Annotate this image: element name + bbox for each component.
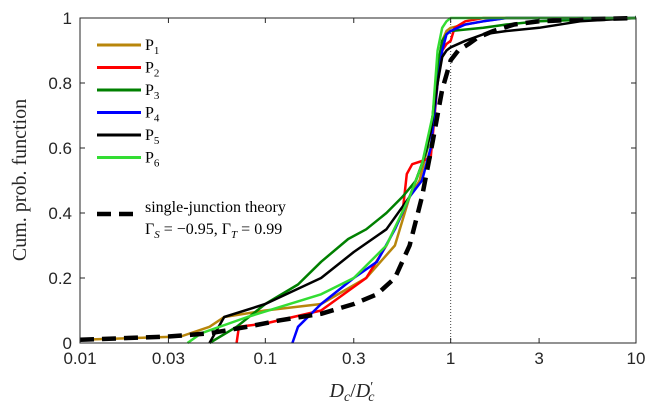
x-tick-label: 3: [534, 349, 543, 368]
y-tick-label: 0.4: [48, 204, 72, 223]
plot-frame: [79, 17, 637, 344]
x-axis-label: Dc/D′ c: [329, 380, 376, 405]
legend-label-p3: P3: [145, 82, 160, 102]
x-label-sub1: c: [344, 390, 351, 405]
x-label-prime: ′: [370, 380, 373, 395]
x-label-d1: D: [329, 380, 345, 402]
y-axis-label: Cum. prob. function: [9, 99, 31, 261]
x-tick-label: 0.1: [254, 349, 278, 368]
legend-label-theory: single-junction theory: [145, 199, 286, 216]
y-tick-label: 0: [63, 334, 72, 353]
x-label-sub2: c: [368, 390, 375, 405]
y-tick-label: 1: [63, 9, 72, 28]
x-tick-label: 0.03: [152, 349, 185, 368]
x-tick-label: 1: [446, 349, 455, 368]
x-tick-label: 0.01: [63, 349, 96, 368]
series-layer: [79, 15, 637, 345]
legend-label-p6: P6: [145, 150, 160, 170]
axes-layer: 0.01 0.03 0.1 0.3 1 3 10 0 0.2 0.4 0.6 0.8 1: [48, 9, 645, 368]
series-line-p1: [79, 16, 636, 342]
legend-label-p5: P5: [145, 127, 160, 147]
x-tick-label: 10: [627, 349, 646, 368]
series-line-p6: [186, 16, 636, 345]
y-tick-label: 0.2: [48, 269, 72, 288]
series-line-theory: [79, 15, 637, 343]
legend-label-p2: P2: [145, 60, 159, 80]
y-tick-label: 0.6: [48, 139, 72, 158]
x-label-d2: D: [355, 380, 371, 402]
x-tick-label: 0.3: [342, 349, 366, 368]
series-line-p2: [235, 16, 636, 344]
series-line-p5: [208, 16, 637, 344]
legend-label-p4: P4: [145, 105, 160, 125]
legend-label-theory-params: ΓS = −0.95, ΓT = 0.99: [145, 221, 282, 241]
x-label-slash: /: [350, 380, 356, 402]
series-line-p4: [291, 16, 636, 344]
y-tick-label: 0.8: [48, 74, 72, 93]
legend-label-p1: P1: [145, 37, 159, 57]
